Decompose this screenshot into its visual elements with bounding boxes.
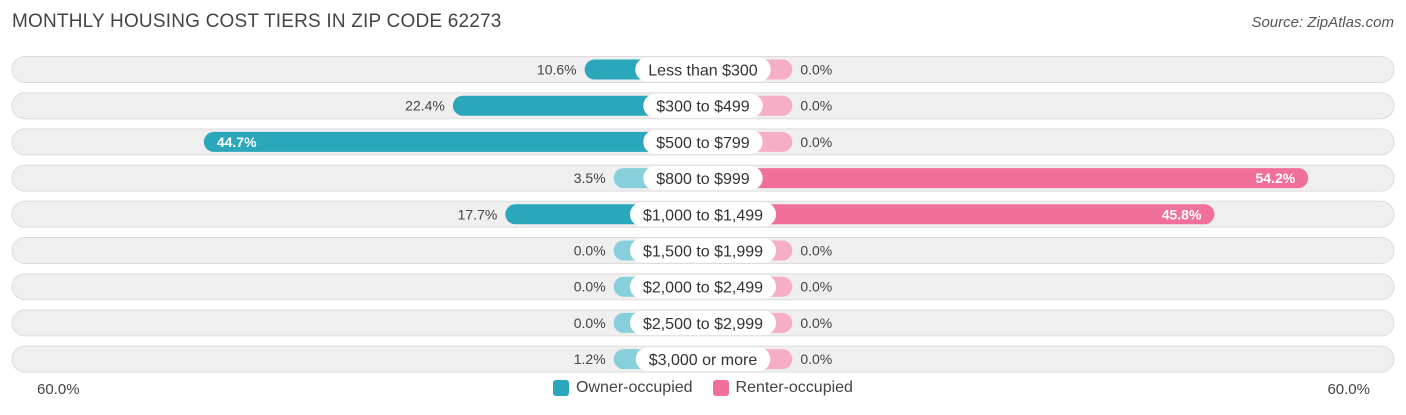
category-pill xyxy=(629,274,777,299)
legend-swatch-renter xyxy=(712,380,729,396)
legend-label-renter: Renter-occupied xyxy=(735,379,853,396)
owner-value-label: 3.5% xyxy=(574,170,606,186)
category-pill xyxy=(629,238,777,263)
legend-item-renter[interactable]: Renter-occupied xyxy=(712,379,853,397)
owner-value-label: 22.4% xyxy=(405,98,445,114)
category-label: $300 to $499 xyxy=(656,99,750,116)
owner-value-label: 0.0% xyxy=(574,315,606,331)
owner-bar xyxy=(203,131,703,152)
category-pill xyxy=(643,93,763,118)
category-label: $2,500 to $2,999 xyxy=(643,316,763,333)
owner-value-label: 0.0% xyxy=(574,279,606,295)
renter-value-label: 0.0% xyxy=(800,98,832,114)
axis-left-label: 60.0% xyxy=(37,381,80,398)
renter-value-label: 54.2% xyxy=(1256,170,1296,186)
owner-value-label: 44.7% xyxy=(217,134,257,150)
legend-label-owner: Owner-occupied xyxy=(576,379,693,396)
category-label: $500 to $799 xyxy=(656,135,750,152)
renter-value-label: 0.0% xyxy=(800,315,832,331)
category-pill xyxy=(629,310,777,335)
chart-svg: 10.6% 0.0% Less than $300 22.4% 0.0% $300 to … xyxy=(11,56,1395,373)
renter-value-label: 45.8% xyxy=(1162,206,1202,222)
category-label: Less than $300 xyxy=(648,63,758,80)
owner-value-label: 17.7% xyxy=(458,206,498,222)
legend-item-owner[interactable]: Owner-occupied xyxy=(553,379,693,397)
renter-value-label: 0.0% xyxy=(800,134,832,150)
legend: Owner-occupied Renter-occupied xyxy=(0,379,1406,397)
chart-title: MONTHLY HOUSING COST TIERS IN ZIP CODE 6… xyxy=(12,11,502,32)
owner-value-label: 1.2% xyxy=(574,351,606,367)
owner-value-label: 0.0% xyxy=(574,243,606,259)
category-label: $3,000 or more xyxy=(649,352,758,369)
category-label: $1,000 to $1,499 xyxy=(643,207,763,224)
renter-value-label: 0.0% xyxy=(800,62,832,78)
category-pill xyxy=(643,129,763,154)
renter-bar xyxy=(703,204,1215,225)
owner-value-label: 10.6% xyxy=(537,62,577,78)
category-pill xyxy=(635,57,771,82)
axis-right-label: 60.0% xyxy=(1327,381,1370,398)
category-label: $2,000 to $2,499 xyxy=(643,280,763,297)
renter-bar xyxy=(703,168,1309,189)
renter-value-label: 0.0% xyxy=(800,351,832,367)
category-label: $1,500 to $1,999 xyxy=(643,244,763,261)
category-pill xyxy=(635,347,771,372)
legend-swatch-owner xyxy=(553,380,570,396)
renter-value-label: 0.0% xyxy=(800,243,832,259)
source-label: Source: ZipAtlas.com xyxy=(1251,14,1394,31)
category-pill xyxy=(629,202,777,227)
renter-value-label: 0.0% xyxy=(800,279,832,295)
category-pill xyxy=(643,166,763,191)
category-label: $800 to $999 xyxy=(656,171,750,188)
owner-bar xyxy=(452,95,703,116)
